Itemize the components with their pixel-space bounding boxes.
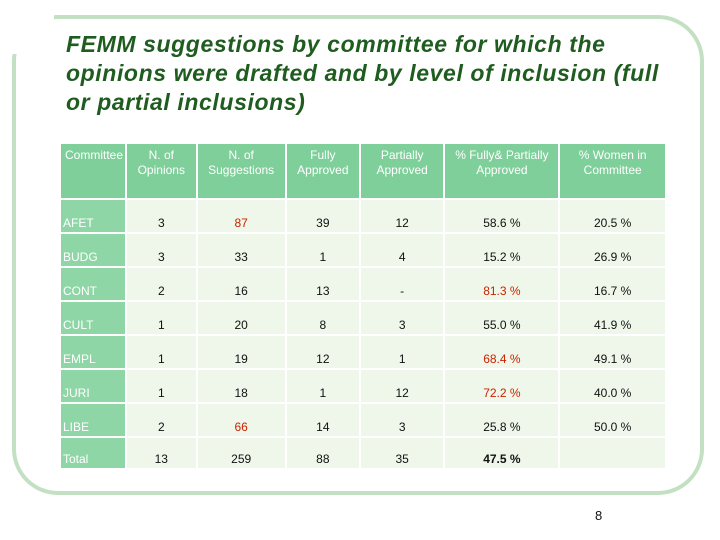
cell-percent-women: 26.9 % [558,234,665,266]
page-number: 8 [595,508,603,523]
slide-frame [12,15,704,495]
cell-suggestions: 33 [195,234,285,266]
table-row: CONT 2 16 13 - 81.3 % 16.7 % [61,268,665,300]
cell-committee: JURI [61,370,126,402]
cell-opinions: 2 [125,268,196,300]
cell-committee: LIBE [61,404,126,436]
cell-committee: CONT [61,268,126,300]
cell-percent-women: 50.0 % [558,404,665,436]
cell-fully: 39 [284,200,359,232]
header-opinions: N. of Opinions [125,144,196,198]
cell-total-label: Total [61,438,126,468]
header-partially-approved: Partially Approved [358,144,444,198]
table-row: JURI 1 18 1 12 72.2 % 40.0 % [61,370,665,402]
cell-committee: CULT [61,302,126,334]
header-percent-women: % Women in Committee [558,144,665,198]
header-suggestions: N. of Suggestions [195,144,285,198]
table-row: LIBE 2 66 14 3 25.8 % 50.0 % [61,404,665,436]
cell-suggestions: 20 [195,302,285,334]
cell-suggestions: 87 [195,200,285,232]
cell-fully: 1 [284,234,359,266]
table-total-row: Total 13 259 88 35 47.5 % [61,438,665,468]
cell-total-suggestions: 259 [195,438,285,468]
cell-percent-women: 16.7 % [558,268,665,300]
cell-suggestions: 18 [195,370,285,402]
slide-title: FEMM suggestions by committee for which … [66,31,659,115]
cell-partially: - [358,268,444,300]
cell-opinions: 2 [125,404,196,436]
cell-total-percent-approved: 47.5 % [443,438,559,468]
table-row: EMPL 1 19 12 1 68.4 % 49.1 % [61,336,665,368]
cell-partially: 4 [358,234,444,266]
cell-committee: AFET [61,200,126,232]
cell-committee: BUDG [61,234,126,266]
cell-percent-approved: 55.0 % [443,302,559,334]
header-percent-approved: % Fully& Partially Approved [443,144,559,198]
cell-partially: 3 [358,302,444,334]
cell-fully: 8 [284,302,359,334]
table-row: AFET 3 87 39 12 58.6 % 20.5 % [61,200,665,232]
table-row: CULT 1 20 8 3 55.0 % 41.9 % [61,302,665,334]
header-fully-approved: Fully Approved [284,144,359,198]
cell-opinions: 3 [125,234,196,266]
cell-percent-approved: 81.3 % [443,268,559,300]
cell-percent-women: 49.1 % [558,336,665,368]
cell-partially: 12 [358,370,444,402]
header-committee: Committee [61,144,126,198]
cell-partially: 12 [358,200,444,232]
cell-percent-approved: 25.8 % [443,404,559,436]
frame-corner-gap [10,10,54,54]
cell-fully: 12 [284,336,359,368]
cell-total-opinions: 13 [125,438,196,468]
cell-committee: EMPL [61,336,126,368]
cell-opinions: 1 [125,370,196,402]
cell-total-partially: 35 [358,438,444,468]
cell-opinions: 1 [125,336,196,368]
cell-total-fully: 88 [284,438,359,468]
cell-suggestions: 19 [195,336,285,368]
cell-suggestions: 66 [195,404,285,436]
cell-percent-women: 40.0 % [558,370,665,402]
cell-fully: 14 [284,404,359,436]
table-row: BUDG 3 33 1 4 15.2 % 26.9 % [61,234,665,266]
cell-opinions: 3 [125,200,196,232]
cell-partially: 3 [358,404,444,436]
cell-percent-approved: 58.6 % [443,200,559,232]
cell-total-percent-women [558,438,665,468]
cell-fully: 1 [284,370,359,402]
cell-partially: 1 [358,336,444,368]
cell-percent-approved: 15.2 % [443,234,559,266]
cell-percent-approved: 68.4 % [443,336,559,368]
cell-percent-women: 41.9 % [558,302,665,334]
cell-percent-approved: 72.2 % [443,370,559,402]
cell-fully: 13 [284,268,359,300]
cell-suggestions: 16 [195,268,285,300]
cell-opinions: 1 [125,302,196,334]
cell-percent-women: 20.5 % [558,200,665,232]
table-header-row: Committee N. of Opinions N. of Suggestio… [61,144,665,198]
committee-table: Committee N. of Opinions N. of Suggestio… [61,142,665,470]
